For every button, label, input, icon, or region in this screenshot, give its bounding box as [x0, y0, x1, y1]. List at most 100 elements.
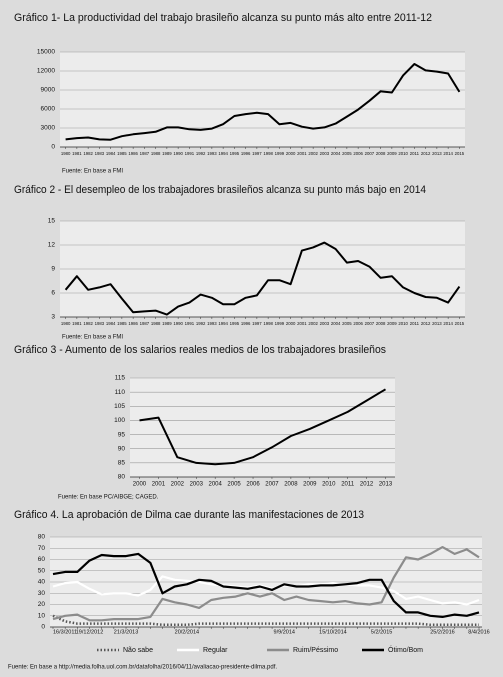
x-tick-label: 2013 [379, 482, 393, 488]
x-tick-label: 1998 [263, 321, 273, 326]
x-tick-label: 2012 [360, 482, 374, 488]
x-tick-label: 2011 [410, 321, 420, 326]
x-tick-label: 2013 [432, 321, 442, 326]
x-tick-label: 2007 [265, 482, 279, 488]
source-note: Fuente: En base a FMI [62, 335, 123, 341]
x-tick-label: 1990 [173, 151, 183, 156]
data-line [64, 241, 461, 316]
x-tick-label: 2006 [353, 151, 363, 156]
x-tick-label: 8/4/2016 [468, 629, 489, 635]
data-line [139, 388, 387, 466]
x-tick-label: 2015 [455, 151, 465, 156]
x-tick-label: 1989 [162, 151, 172, 156]
y-tick-label: 6 [51, 290, 55, 297]
chart-title: Gráfico 4. La aprobación de Dilma cae du… [14, 509, 364, 521]
x-tick-label: 1982 [83, 151, 93, 156]
y-tick-label: 6000 [41, 106, 56, 113]
x-tick-label: 1993 [207, 151, 217, 156]
x-tick-label: 19/12/2012 [76, 629, 104, 635]
x-tick-label: 2001 [152, 482, 166, 488]
source-note: Fuente: En base PC/AIBGE; CAGED. [58, 495, 159, 501]
y-tick-label: 0 [51, 144, 55, 151]
plot-area [130, 378, 395, 477]
x-tick-label: 2008 [376, 321, 386, 326]
x-tick-label: 2004 [208, 482, 222, 488]
x-tick-label: 2010 [398, 151, 408, 156]
x-tick-label: 2002 [308, 321, 318, 326]
x-tick-label: 1983 [95, 321, 105, 326]
y-tick-label: 12 [48, 242, 56, 249]
x-tick-label: 1991 [185, 151, 195, 156]
y-tick-label: 30 [38, 590, 46, 597]
x-tick-label: 20/2/2014 [175, 629, 199, 635]
y-tick-label: 12000 [37, 68, 55, 75]
x-tick-label: 1988 [151, 321, 161, 326]
x-tick-label: 2003 [190, 482, 204, 488]
y-tick-label: 3000 [41, 125, 56, 132]
y-tick-label: 9 [51, 266, 55, 273]
x-tick-label: 1981 [72, 321, 82, 326]
x-tick-label: 1983 [95, 151, 105, 156]
x-tick-label: 21/3/2013 [114, 629, 138, 635]
x-tick-label: 2006 [246, 482, 260, 488]
x-tick-label: 2011 [341, 482, 355, 488]
x-tick-label: 2010 [322, 482, 336, 488]
y-tick-label: 70 [38, 545, 46, 552]
x-tick-label: 1996 [241, 321, 251, 326]
x-tick-label: 2000 [286, 151, 296, 156]
x-tick-label: 2009 [303, 482, 317, 488]
x-tick-label: 2012 [421, 321, 431, 326]
y-tick-label: 60 [38, 556, 46, 563]
y-tick-label: 80 [38, 534, 46, 541]
x-tick-label: 2006 [353, 321, 363, 326]
x-tick-label: 1985 [117, 321, 127, 326]
x-tick-label: 1998 [263, 151, 273, 156]
y-tick-label: 115 [115, 375, 126, 382]
x-tick-label: 1986 [128, 321, 138, 326]
chart-title: Gráfico 1- La productividad del trabajo … [14, 12, 432, 24]
x-tick-label: 1997 [252, 151, 262, 156]
x-tick-label: 2005 [342, 321, 352, 326]
y-tick-label: 80 [118, 474, 126, 481]
x-tick-label: 2007 [365, 151, 375, 156]
x-tick-label: 1982 [83, 321, 93, 326]
x-tick-label: 2008 [284, 482, 298, 488]
x-tick-label: 5/2/2015 [371, 629, 392, 635]
x-tick-label: 2004 [331, 151, 341, 156]
x-tick-label: 2005 [227, 482, 241, 488]
x-tick-label: 15/10/2014 [319, 629, 347, 635]
y-tick-label: 3 [51, 314, 55, 321]
x-tick-label: 9/9/2014 [274, 629, 295, 635]
chart-title: Gráfico 2 - El desempleo de los trabajad… [14, 184, 426, 196]
x-tick-label: 1999 [275, 321, 285, 326]
x-tick-label: 1994 [218, 151, 228, 156]
x-tick-label: 1986 [128, 151, 138, 156]
x-tick-label: 2005 [342, 151, 352, 156]
x-tick-label: 2015 [455, 321, 465, 326]
x-tick-label: 2000 [133, 482, 147, 488]
x-tick-label: 1989 [162, 321, 172, 326]
x-tick-label: 16/3/2011 [53, 629, 77, 635]
x-tick-label: 2014 [443, 321, 453, 326]
x-tick-label: 2000 [286, 321, 296, 326]
y-tick-label: 15000 [37, 49, 55, 56]
x-tick-label: 1980 [61, 151, 71, 156]
y-tick-label: 0 [41, 624, 45, 631]
legend-label: Ruim/Péssimo [293, 647, 338, 654]
y-tick-label: 15 [48, 218, 56, 225]
x-tick-label: 1984 [106, 321, 116, 326]
x-tick-label: 1981 [72, 151, 82, 156]
x-tick-label: 25/2/2016 [430, 629, 454, 635]
x-tick-label: 2002 [171, 482, 185, 488]
data-line [52, 546, 480, 622]
x-tick-label: 2009 [387, 151, 397, 156]
x-tick-label: 2004 [331, 321, 341, 326]
x-tick-label: 1993 [207, 321, 217, 326]
y-tick-label: 40 [38, 579, 46, 586]
x-tick-label: 2001 [297, 151, 307, 156]
x-tick-label: 1996 [241, 151, 251, 156]
x-tick-label: 1988 [151, 151, 161, 156]
y-tick-label: 9000 [41, 87, 56, 94]
x-tick-label: 2003 [320, 321, 330, 326]
x-tick-label: 1995 [230, 151, 240, 156]
